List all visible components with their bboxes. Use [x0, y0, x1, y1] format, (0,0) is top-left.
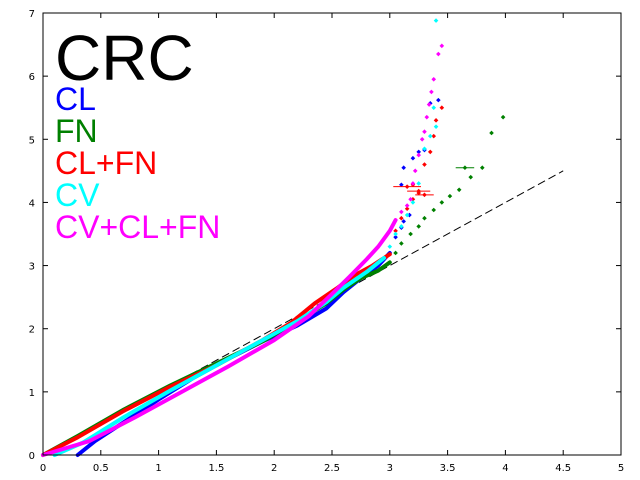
data-point [399, 215, 404, 221]
data-point [429, 89, 434, 95]
data-point [436, 97, 441, 103]
data-point [393, 234, 398, 240]
data-point [479, 165, 485, 170]
data-point [401, 219, 406, 224]
data-point [410, 155, 416, 161]
x-tick-label: 4 [502, 463, 508, 474]
series-cv-cl-fn [41, 43, 445, 457]
x-tick-label: 0 [40, 463, 46, 474]
y-tick-label: 7 [29, 9, 35, 20]
data-point [439, 105, 445, 111]
data-point [427, 133, 433, 139]
data-point [399, 224, 404, 229]
data-point [412, 168, 418, 174]
x-tick-label: 1 [155, 463, 161, 474]
data-point [410, 200, 416, 205]
data-point [408, 231, 413, 237]
data-point [422, 215, 427, 221]
data-point [439, 43, 445, 49]
data-point [433, 124, 439, 129]
data-point [431, 77, 437, 82]
x-tick-label: 2.5 [324, 463, 340, 474]
data-point [393, 228, 398, 234]
legend-entry: CL+FN [55, 145, 157, 181]
data-point [422, 146, 427, 152]
data-point [456, 187, 462, 193]
data-point [422, 192, 427, 198]
data-point [489, 130, 494, 136]
data-point [407, 212, 412, 218]
data-point [436, 51, 441, 57]
legend-entry: CV [55, 177, 100, 213]
data-point [462, 165, 468, 170]
data-point [447, 193, 453, 199]
data-point [427, 100, 433, 106]
data-point [431, 105, 437, 111]
x-tick-label: 4.5 [555, 463, 571, 474]
data-point [433, 18, 439, 23]
data-point [419, 136, 425, 142]
plot-area [43, 13, 621, 455]
x-tick-label: 0.5 [93, 463, 109, 474]
data-point [404, 212, 410, 218]
data-point [393, 250, 398, 256]
y-tick-label: 5 [29, 135, 35, 146]
series-layer [41, 18, 506, 457]
y-tick-label: 6 [29, 72, 35, 83]
data-point [500, 114, 506, 120]
data-point [399, 241, 404, 246]
series-curve [52, 255, 387, 457]
data-point [401, 165, 406, 170]
y-tick-label: 1 [29, 388, 35, 399]
data-point [404, 184, 410, 189]
x-tick-label: 1.5 [208, 463, 224, 474]
x-tick-label: 3 [387, 463, 393, 474]
series-curve [41, 218, 398, 457]
chart-title: CRC [55, 22, 194, 94]
data-point [399, 182, 404, 188]
data-point [408, 196, 413, 202]
data-point [393, 231, 398, 237]
data-point [416, 224, 421, 229]
legend-entry: CL [55, 81, 96, 117]
data-point [439, 200, 445, 205]
tick-layer: 0 0.5 1 1.5 2 2.5 3 3.5 4 4.5 5 0 1 2 3 4 5 6 7 [29, 9, 625, 474]
y-tick-label: 2 [29, 325, 35, 336]
data-point [416, 188, 421, 194]
data-point [416, 152, 421, 158]
x-tick-label: 2 [271, 463, 277, 474]
data-point [431, 133, 437, 139]
data-point [387, 244, 393, 249]
y-tick-label: 3 [29, 262, 35, 273]
x-tick-label: 3.5 [440, 463, 456, 474]
data-point [404, 203, 410, 208]
data-point [404, 206, 410, 212]
y-tick-label: 4 [29, 198, 35, 209]
data-point [416, 149, 421, 155]
legend-entry: CV+CL+FN [55, 209, 220, 245]
data-point [422, 162, 427, 167]
data-point [427, 149, 433, 155]
data-point [422, 129, 427, 135]
y-tick-label: 0 [29, 451, 35, 462]
series-cv [52, 18, 439, 457]
data-point [410, 181, 416, 186]
data-point [426, 102, 432, 107]
legend-entry: FN [55, 113, 98, 149]
data-point [468, 174, 474, 180]
data-point [416, 181, 421, 186]
data-point [433, 118, 439, 123]
data-point [431, 207, 437, 213]
data-point [399, 209, 404, 215]
data-point [410, 196, 416, 202]
x-tick-label: 5 [618, 463, 624, 474]
data-point [424, 114, 430, 120]
